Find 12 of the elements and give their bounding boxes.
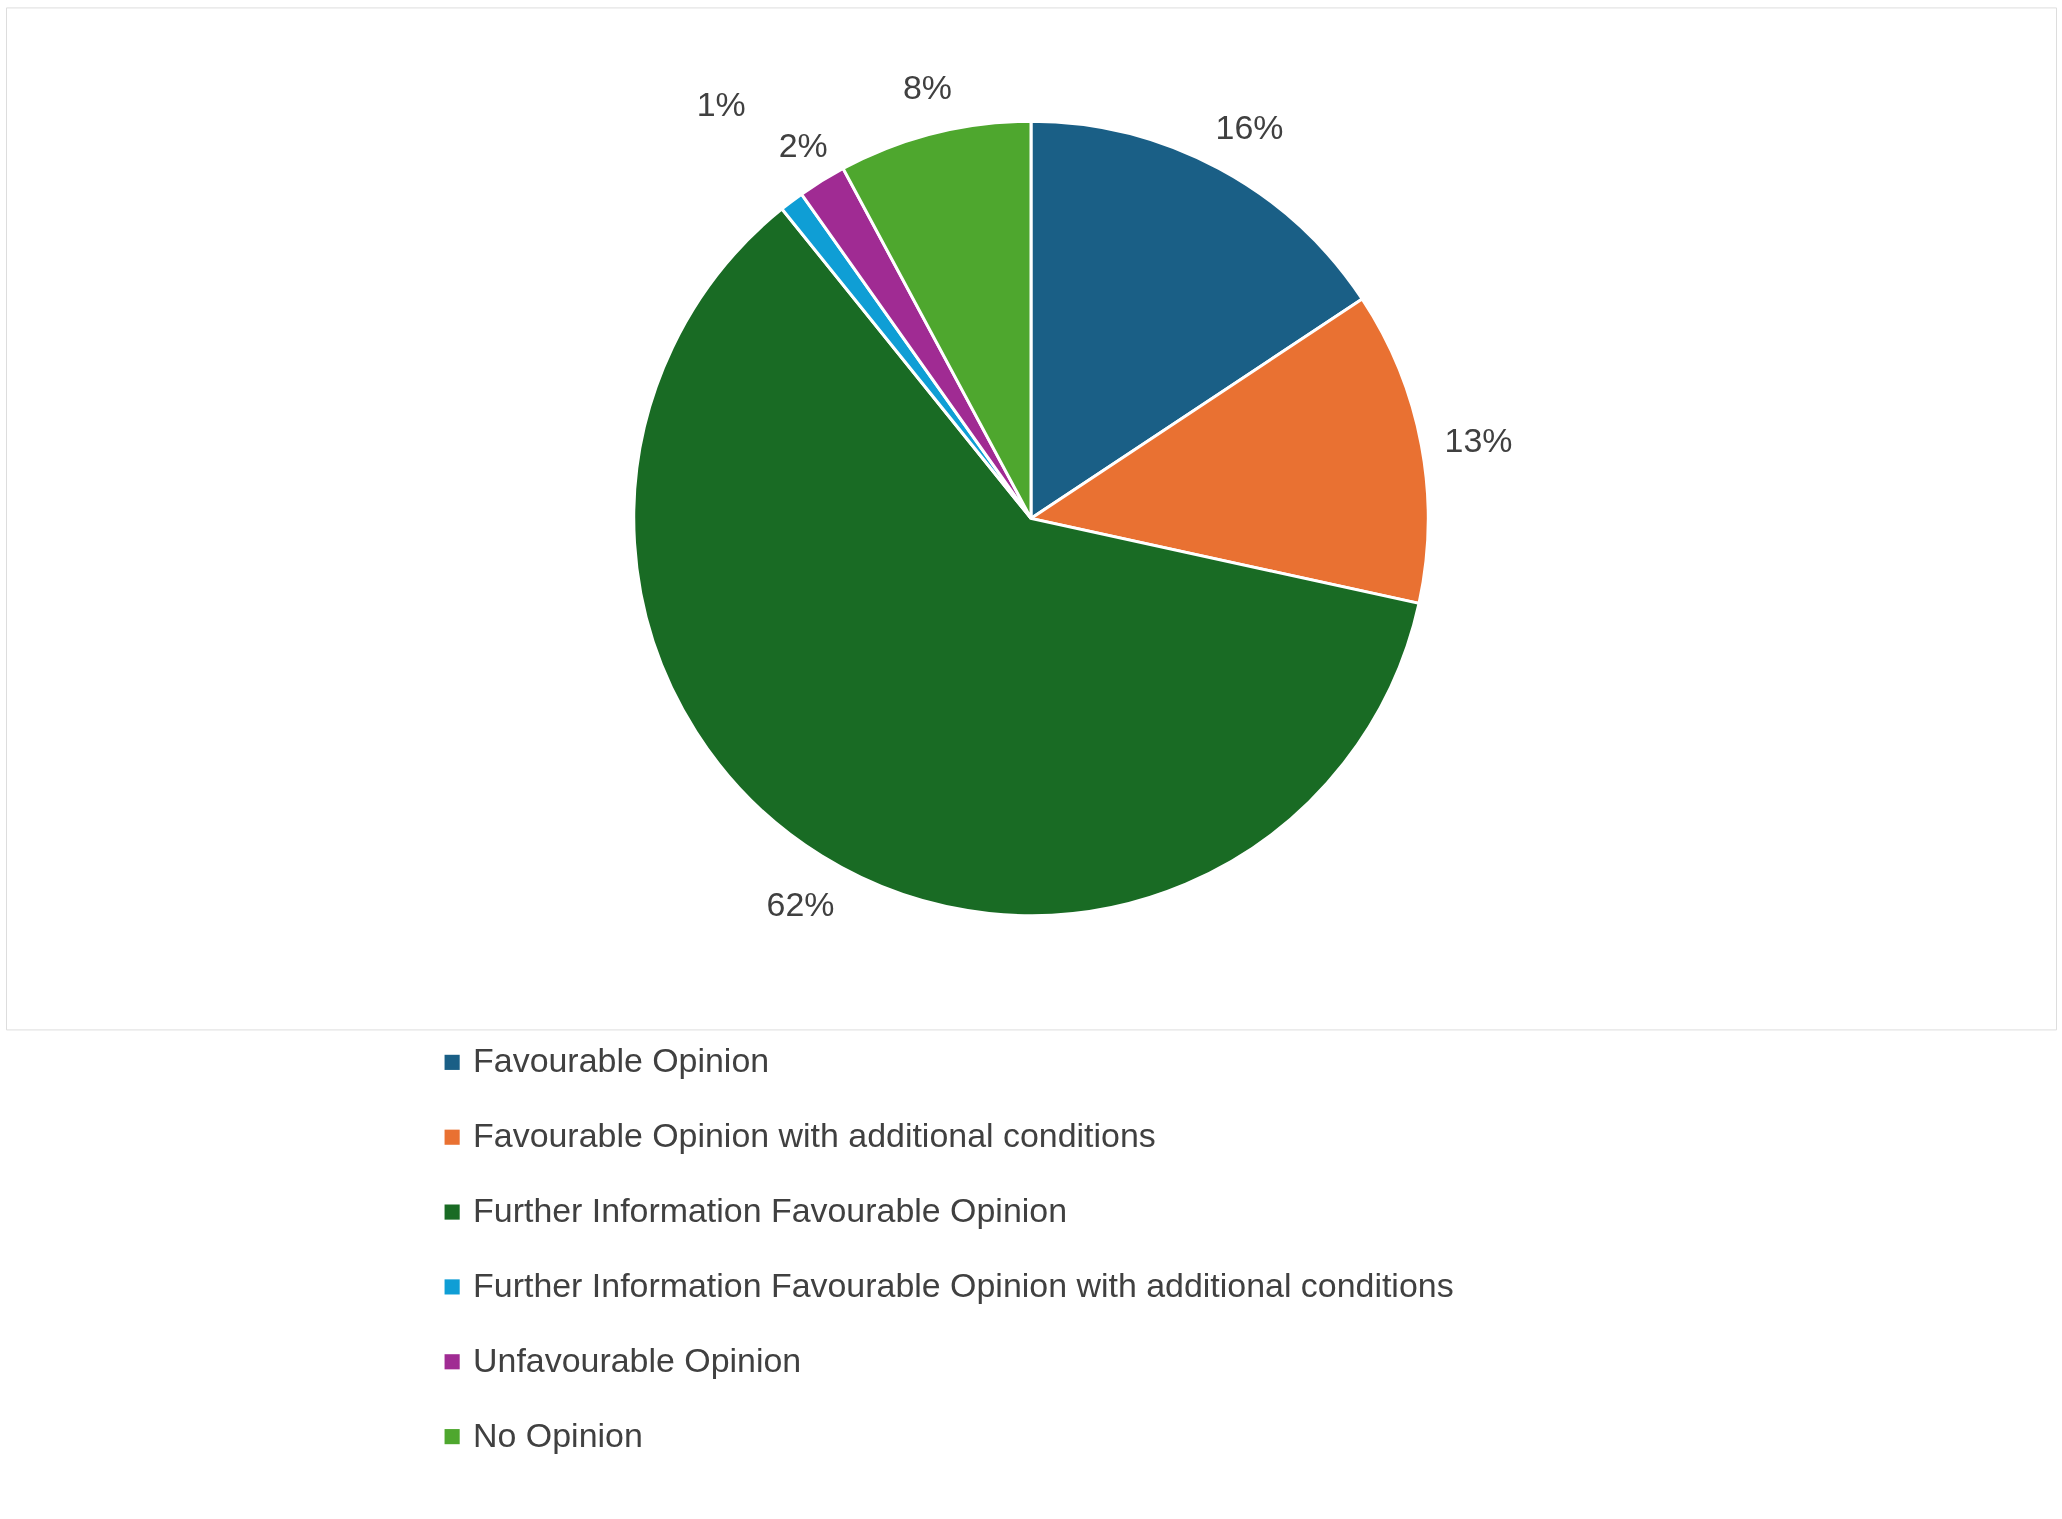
legend-label: Favourable Opinion with additional conditions [473,1116,1156,1155]
legend-label: Further Information Favourable Opinion with additional conditions [473,1265,1454,1304]
data-label: 13% [1444,420,1513,459]
data-label: 62% [766,885,835,924]
data-label: 1% [696,85,746,124]
legend-label: Unfavourable Opinion [473,1340,802,1379]
legend-label: No Opinion [473,1415,643,1454]
legend-label: Favourable Opinion [473,1041,770,1080]
data-label: 16% [1215,107,1284,146]
legend-label: Further Information Favourable Opinion [473,1191,1068,1230]
data-label: 2% [778,125,828,164]
data-label: 8% [902,67,952,106]
